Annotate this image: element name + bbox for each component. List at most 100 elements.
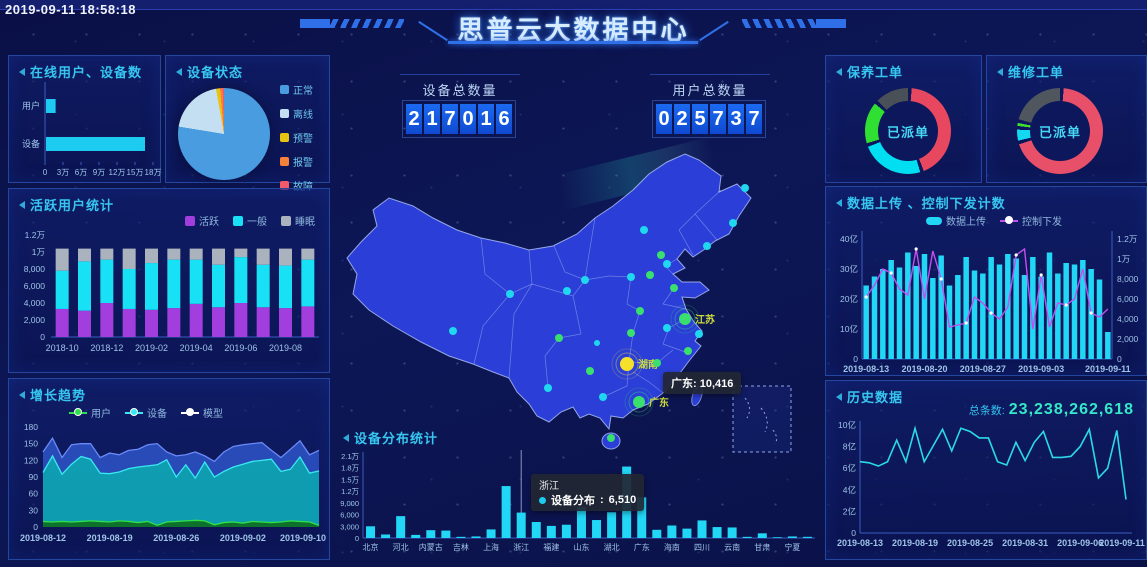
map-dot[interactable]	[640, 226, 648, 234]
bar-天津[interactable]	[381, 534, 391, 538]
bar-segment-一般[interactable]	[189, 259, 203, 304]
upload-bar[interactable]	[880, 269, 886, 359]
line-point[interactable]	[864, 295, 868, 299]
bar-segment-睡眠[interactable]	[279, 248, 292, 266]
bar-福建[interactable]	[546, 525, 556, 538]
legend-item-控制下发[interactable]: 控制下发	[1000, 213, 1062, 228]
bar-segment-睡眠[interactable]	[234, 248, 248, 258]
map-dot[interactable]	[594, 340, 600, 346]
map-dot[interactable]	[646, 271, 654, 279]
bar-新疆[interactable]	[802, 536, 812, 538]
upload-bar[interactable]	[1013, 258, 1019, 360]
map-dot[interactable]	[653, 359, 661, 367]
upload-dispatch-chart[interactable]: 0 10亿 20亿 30亿 40亿 0 2,000 4,000 6,000 8,000 1万 1.2万…	[826, 223, 1147, 380]
bar-湖北[interactable]	[607, 512, 617, 538]
bar-segment-活跃[interactable]	[301, 306, 315, 337]
legend-item-一般[interactable]: 一般	[233, 213, 267, 228]
line-point[interactable]	[1039, 273, 1043, 277]
legend-item-活跃[interactable]: 活跃	[185, 213, 219, 228]
device-distribution-chart[interactable]: 0 3,000 6,000 9,000 1.2万 1.5万 1.8万 2.1万 北京 河北 内蒙古吉…	[333, 448, 829, 567]
bar-重庆[interactable]	[682, 528, 692, 538]
work-order-donut[interactable]: 已派单	[1017, 88, 1103, 174]
map-dot[interactable]	[729, 219, 737, 227]
bar-segment-一般[interactable]	[100, 259, 114, 303]
line-point[interactable]	[1014, 253, 1018, 257]
upload-bar[interactable]	[930, 278, 936, 359]
history-line-chart[interactable]: 0 2亿 4亿 6亿 8亿 10亿 2019-08-13 2019-08-19 2019-08-…	[826, 419, 1147, 566]
legend-item-报警[interactable]: 报警	[280, 154, 313, 169]
bar-海南[interactable]	[667, 525, 677, 538]
upload-bar[interactable]	[921, 254, 928, 359]
bar-segment-活跃[interactable]	[55, 308, 69, 337]
upload-bar[interactable]	[1080, 260, 1086, 359]
bar-segment-睡眠[interactable]	[212, 248, 225, 265]
map-dot[interactable]	[581, 276, 589, 284]
bar-segment-一般[interactable]	[78, 261, 91, 311]
bar-segment-一般[interactable]	[234, 257, 248, 303]
bar-segment-一般[interactable]	[256, 264, 270, 308]
bar-segment-一般[interactable]	[145, 263, 158, 310]
bar-segment-活跃[interactable]	[256, 307, 270, 337]
bar-黑龙江[interactable]	[471, 536, 481, 538]
upload-bar[interactable]	[980, 273, 986, 360]
bar-山东[interactable]	[576, 506, 586, 538]
upload-bar[interactable]	[988, 257, 994, 359]
legend-item-故障[interactable]: 故障	[280, 178, 313, 193]
bar-河南[interactable]	[592, 520, 602, 538]
bar-浙江[interactable]	[516, 512, 526, 538]
map-dot[interactable]	[607, 434, 615, 442]
upload-bar[interactable]	[1105, 332, 1111, 359]
upload-bar[interactable]	[1096, 279, 1103, 360]
bar-segment-活跃[interactable]	[279, 308, 292, 337]
map-dot[interactable]	[506, 290, 514, 298]
bar-segment-活跃[interactable]	[189, 303, 203, 337]
history-line[interactable]	[859, 425, 1127, 500]
upload-bar[interactable]	[1063, 263, 1069, 359]
map-dot[interactable]	[586, 367, 594, 375]
line-point[interactable]	[964, 321, 968, 325]
upload-bar[interactable]	[905, 252, 911, 360]
bar-陕西[interactable]	[742, 536, 752, 538]
bar-广东[interactable]	[637, 497, 647, 538]
line-point[interactable]	[1089, 311, 1093, 315]
bar-segment-睡眠[interactable]	[78, 248, 91, 262]
legend-item-数据上传[interactable]: 数据上传	[926, 213, 986, 228]
bar-吉林[interactable]	[456, 536, 466, 538]
map-dot[interactable]	[684, 347, 692, 355]
china-map[interactable]: 江苏 湖南 广东	[333, 146, 823, 458]
upload-bar[interactable]	[1030, 257, 1036, 359]
legend-item-离线[interactable]: 离线	[280, 106, 313, 121]
legend-item-睡眠[interactable]: 睡眠	[281, 213, 315, 228]
legend-item-设备[interactable]: 设备	[125, 405, 167, 420]
legend-item-模型[interactable]: 模型	[181, 405, 223, 420]
legend-item-用户[interactable]: 用户	[69, 405, 111, 420]
mainland-outline[interactable]	[346, 153, 752, 431]
bar-segment-活跃[interactable]	[212, 307, 225, 337]
bar-江苏[interactable]	[501, 486, 511, 538]
bar-segment-睡眠[interactable]	[55, 248, 69, 271]
bar-segment-一般[interactable]	[55, 270, 69, 309]
bar-segment-睡眠[interactable]	[122, 248, 136, 269]
bar-segment-睡眠[interactable]	[189, 248, 203, 260]
upload-bar[interactable]	[913, 266, 919, 359]
map-dot-湖南[interactable]	[620, 357, 634, 371]
bar-segment-活跃[interactable]	[100, 303, 114, 337]
upload-bar[interactable]	[955, 275, 961, 359]
line-point[interactable]	[939, 277, 943, 281]
bar-安徽[interactable]	[531, 521, 541, 538]
map-dot-江苏[interactable]	[679, 313, 691, 325]
map-dot-广东[interactable]	[633, 396, 645, 408]
bar-segment-一般[interactable]	[212, 264, 225, 308]
bar-贵州[interactable]	[712, 527, 722, 538]
status-pie[interactable]	[178, 88, 270, 180]
bar-segment-睡眠[interactable]	[256, 248, 270, 265]
bar-内蒙古[interactable]	[426, 530, 436, 538]
bar-设备[interactable]	[46, 137, 145, 151]
bar-segment-活跃[interactable]	[234, 303, 248, 337]
bar-上海[interactable]	[486, 529, 496, 538]
bar-北京[interactable]	[366, 526, 376, 538]
map-dot[interactable]	[703, 242, 711, 250]
map-dot[interactable]	[599, 393, 607, 401]
bar-山西[interactable]	[411, 534, 421, 538]
bar-segment-一般[interactable]	[279, 265, 292, 309]
